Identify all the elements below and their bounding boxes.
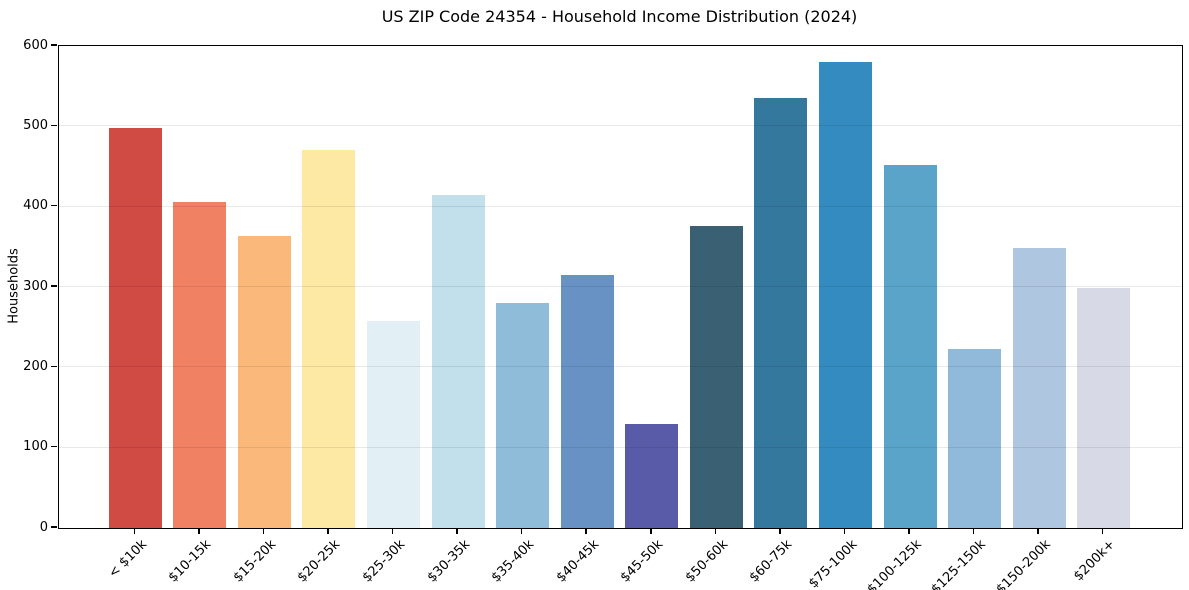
x-tick-label-100-125k: $100-125k: [864, 537, 925, 590]
bar-60-75k: [754, 98, 808, 528]
y-tick-mark-300: [51, 285, 57, 287]
x-tick-mark-100-125k: [908, 528, 910, 534]
x-tick-mark-60-75k: [779, 528, 781, 534]
y-tick-label-600: 600: [23, 37, 48, 53]
x-tick-label-25-30k: $25-30k: [359, 537, 409, 586]
bar-25-30k: [367, 320, 421, 528]
bar-50-60k: [689, 225, 743, 528]
x-tick-mark-15-20k: [262, 528, 265, 534]
x-tick-label-75-100k: $75-100k: [805, 537, 861, 590]
bar-150-200k: [1012, 248, 1066, 528]
y-tick-mark-600: [51, 44, 57, 46]
y-tick-mark-200: [51, 365, 57, 368]
x-tick-label-150-200k: $150-200k: [993, 537, 1054, 590]
y-tick-mark-100: [51, 445, 57, 448]
chart-title: US ZIP Code 24354 - Household Income Dis…: [381, 7, 858, 26]
x-tick-mark-150-200k: [1037, 528, 1039, 534]
bar-35-40k: [496, 303, 550, 528]
x-tick-mark-75-100k: [843, 528, 846, 534]
bar-125-150k: [948, 348, 1002, 528]
x-tick-mark-200k: [1101, 528, 1104, 534]
bar-30-35k: [431, 195, 485, 528]
bar-20-25k: [302, 150, 356, 528]
y-tick-mark-400: [51, 204, 57, 207]
x-tick-label-50-60k: $50-60k: [682, 537, 731, 586]
x-tick-label-10-15k: $10-15k: [165, 537, 215, 586]
bar-100-125k: [883, 164, 937, 528]
x-tick-mark-20-25k: [327, 528, 329, 534]
x-tick-mark-25-30k: [391, 528, 394, 534]
bar-200k: [1077, 287, 1131, 528]
x-tick-label-35-40k: $35-40k: [488, 537, 538, 586]
y-tick-label-400: 400: [23, 198, 48, 214]
x-tick-label-200k: $200k+: [1071, 537, 1119, 585]
y-tick-mark-0: [51, 526, 57, 528]
x-tick-label-40-45k: $40-45k: [553, 537, 602, 586]
y-tick-label-0: 0: [39, 519, 48, 535]
x-tick-mark-45-50k: [650, 528, 652, 534]
y-tick-label-100: 100: [23, 439, 48, 455]
x-tick-label-10k: < $10k: [105, 537, 150, 582]
x-tick-label-20-25k: $20-25k: [295, 537, 344, 586]
x-tick-label-45-50k: $45-50k: [617, 537, 667, 586]
x-tick-mark-10k: [133, 528, 136, 534]
x-tick-mark-35-40k: [520, 528, 523, 534]
y-tick-label-300: 300: [23, 278, 48, 294]
y-tick-mark-500: [51, 124, 57, 127]
bar-10-15k: [173, 201, 227, 528]
y-tick-label-500: 500: [23, 117, 48, 133]
x-tick-label-30-35k: $30-35k: [424, 537, 473, 586]
plot-area: [58, 45, 1183, 529]
x-tick-mark-10-15k: [198, 528, 200, 534]
bar-45-50k: [625, 424, 679, 528]
x-tick-label-60-75k: $60-75k: [747, 537, 796, 586]
bars-layer: [59, 46, 1182, 528]
x-tick-mark-40-45k: [585, 528, 587, 534]
bar-40-45k: [560, 274, 614, 528]
x-tick-label-15-20k: $15-20k: [230, 537, 280, 586]
x-tick-mark-30-35k: [456, 528, 458, 534]
bar-75-100k: [818, 62, 872, 528]
x-tick-mark-50-60k: [714, 528, 717, 534]
bar-15-20k: [237, 236, 291, 528]
bar-10k: [108, 127, 162, 528]
x-tick-label-125-150k: $125-150k: [929, 537, 990, 590]
y-tick-label-200: 200: [23, 358, 48, 374]
x-tick-mark-125-150k: [972, 528, 975, 534]
